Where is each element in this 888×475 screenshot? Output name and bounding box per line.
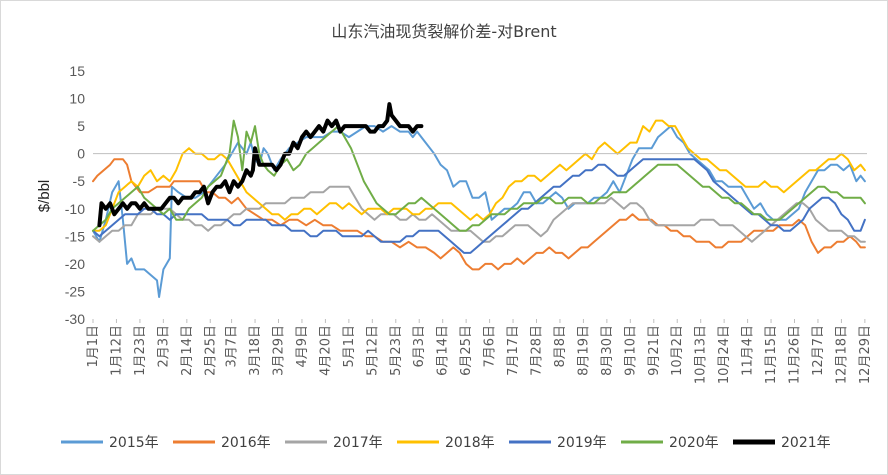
x-tick-label: 7月28日	[530, 325, 545, 376]
series-line-2018年	[92, 119, 866, 232]
y-tick-label: -15	[65, 228, 85, 244]
x-tick-label: 4月9日	[295, 325, 310, 368]
y-tick-label: -25	[65, 283, 85, 299]
series-line-2015年	[92, 125, 866, 298]
x-tick-label: 9月10日	[623, 325, 638, 376]
x-tick-label: 6月14日	[436, 325, 451, 376]
y-tick-label: 0	[77, 146, 85, 162]
legend-label: 2015年	[109, 435, 159, 451]
x-tick-label: 5月12日	[365, 325, 380, 376]
y-axis: -30 -25 -20 -15 -10 -5 0 5 10 15	[65, 63, 85, 327]
series-line-2021年	[97, 102, 424, 228]
x-tick-label: 5月1日	[342, 325, 357, 368]
series-line-2017年	[92, 185, 866, 243]
x-tick-label: 2月3日	[156, 325, 171, 368]
y-tick-label: -10	[65, 201, 85, 217]
x-tick-label: 2月25日	[203, 325, 218, 376]
x-tick-label: 2月14日	[180, 325, 195, 376]
plot-area	[92, 102, 866, 298]
x-tick-label: 8月30日	[600, 325, 615, 376]
x-tick-label: 7月6日	[483, 325, 498, 368]
y-axis-label: $/bbl	[36, 180, 53, 213]
x-tick-label: 8月8日	[553, 325, 568, 368]
y-tick-label: -20	[65, 256, 85, 272]
y-tick-label: 10	[69, 91, 85, 107]
x-axis: 1月1日 1月12日 1月23日 2月3日 2月14日 2月25日 3月7日 3月18日 3月2…	[86, 153, 873, 384]
x-tick-label: 9月21日	[647, 325, 662, 376]
legend-label: 2021年	[781, 435, 831, 451]
x-tick-label: 1月12日	[109, 325, 124, 376]
x-tick-label: 6月3日	[412, 325, 427, 368]
x-tick-label: 12月7日	[811, 325, 826, 376]
x-tick-label: 11月4日	[741, 325, 756, 376]
legend-label: 2019年	[557, 435, 607, 451]
x-tick-label: 10月24日	[717, 325, 732, 384]
x-tick-label: 6月25日	[459, 325, 474, 376]
x-tick-label: 10月13日	[694, 325, 709, 384]
y-tick-label: 5	[77, 118, 85, 134]
series-line-2020年	[92, 119, 866, 232]
x-tick-label: 10月2日	[670, 325, 685, 376]
y-tick-label: 15	[69, 63, 85, 79]
x-tick-label: 3月18日	[248, 325, 263, 376]
x-tick-label: 4月20日	[318, 325, 333, 376]
legend-label: 2020年	[669, 435, 719, 451]
legend-label: 2016年	[221, 435, 271, 451]
legend-label: 2018年	[445, 435, 495, 451]
x-tick-label: 8月19日	[576, 325, 591, 376]
x-tick-label: 7月17日	[506, 325, 521, 376]
x-tick-label: 3月29日	[272, 325, 287, 376]
x-tick-label: 1月23日	[133, 325, 148, 376]
x-tick-label: 1月1日	[86, 325, 101, 368]
x-tick-label: 11月15日	[764, 325, 779, 384]
x-tick-label: 3月7日	[225, 325, 240, 368]
chart-title: 山东汽油现货裂解价差-对Brent	[331, 22, 556, 41]
y-tick-label: -5	[73, 173, 86, 189]
x-tick-label: 11月26日	[788, 325, 803, 384]
y-tick-label: -30	[65, 311, 85, 327]
x-tick-label: 12月29日	[858, 325, 873, 384]
legend-label: 2017年	[333, 435, 383, 451]
legend: 2015年 2016年 2017年 2018年 2019年 2020年 2021年	[61, 435, 831, 451]
x-tick-label: 5月23日	[389, 325, 404, 376]
series-line-2016年	[92, 158, 866, 271]
x-tick-label: 12月18日	[834, 325, 849, 384]
